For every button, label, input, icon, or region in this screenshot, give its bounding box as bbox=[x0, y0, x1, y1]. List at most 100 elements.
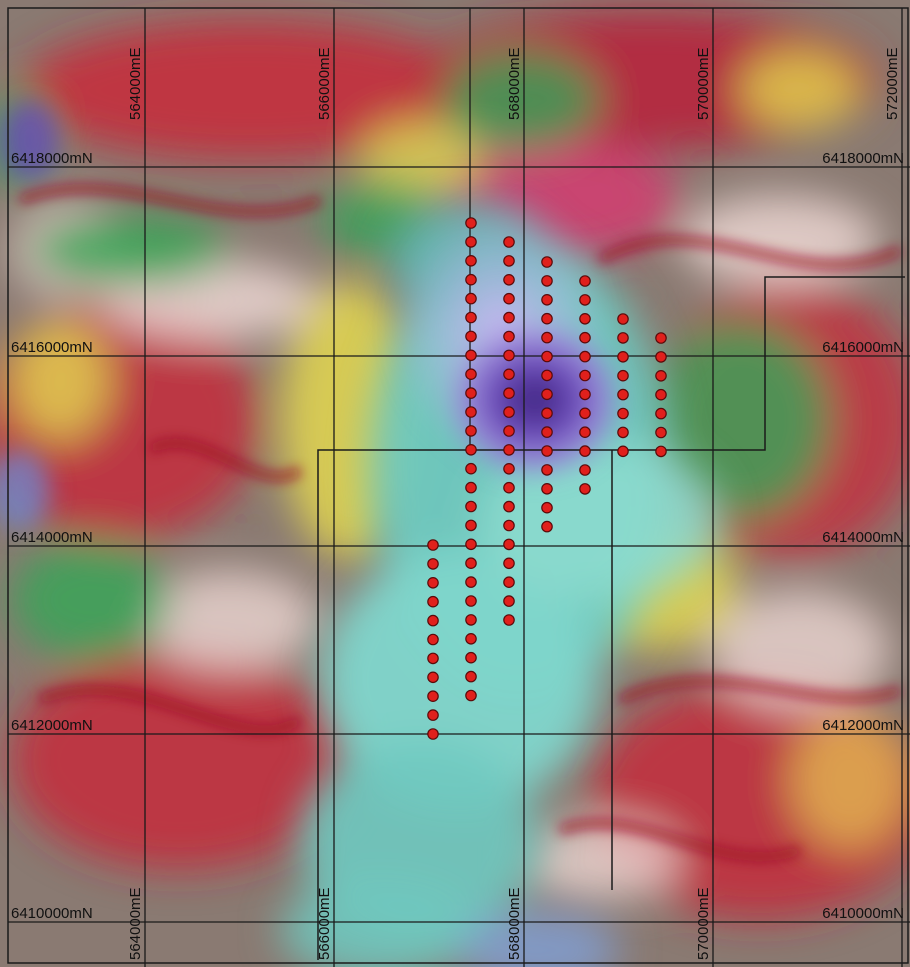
sample-point-icon bbox=[655, 445, 667, 458]
northing-label-right: 6410000mN bbox=[822, 905, 904, 922]
sample-point-icon bbox=[579, 350, 591, 363]
sample-point-icon bbox=[427, 690, 439, 702]
easting-label-top: 566000mE bbox=[316, 47, 333, 120]
sample-point-icon bbox=[465, 689, 477, 702]
northing-label-right: 6414000mN bbox=[822, 529, 904, 546]
northing-label-left: 6418000mN bbox=[11, 150, 93, 167]
easting-label-top: 568000mE bbox=[506, 47, 523, 120]
sample-point-icon bbox=[427, 539, 439, 551]
sample-point-icon bbox=[617, 426, 629, 439]
tenement-boundary bbox=[317, 276, 905, 960]
sample-point-icon bbox=[465, 236, 477, 248]
map-frame bbox=[7, 7, 909, 964]
sample-point-icon bbox=[503, 538, 515, 551]
sample-point-icon bbox=[503, 576, 515, 588]
easting-label-top: 564000mE bbox=[127, 47, 144, 120]
easting-labels-bottom: 564000mE 566000mE 568000mE 570000mE bbox=[127, 887, 712, 960]
sample-point-icon bbox=[465, 311, 477, 324]
sample-point-icon bbox=[579, 331, 591, 344]
sample-point-icon bbox=[427, 709, 439, 721]
sample-point-icon bbox=[655, 388, 667, 401]
sample-point-icon bbox=[465, 387, 477, 399]
sample-point-icon bbox=[427, 595, 439, 608]
sample-point-icon bbox=[465, 425, 477, 437]
sample-point-icon bbox=[427, 614, 439, 627]
easting-label-top: 570000mE bbox=[695, 47, 712, 120]
sample-point-icon bbox=[465, 368, 477, 380]
northing-label-right: 6418000mN bbox=[822, 150, 904, 167]
sample-point-icon bbox=[465, 443, 477, 456]
easting-label-bottom: 568000mE bbox=[506, 887, 523, 960]
sample-point-icon bbox=[617, 332, 629, 344]
sample-point-icon bbox=[617, 313, 629, 325]
sample-point-icon bbox=[503, 557, 515, 570]
sample-point-icon bbox=[503, 500, 515, 513]
easting-label-bottom: 566000mE bbox=[316, 887, 333, 960]
sample-point-icon bbox=[465, 292, 477, 305]
sample-point-icon bbox=[541, 520, 553, 533]
sample-point-icon bbox=[465, 481, 477, 494]
sample-point-icon bbox=[541, 331, 553, 344]
sample-point-icon bbox=[503, 311, 515, 324]
northing-label-right: 6416000mN bbox=[822, 339, 904, 356]
sample-point-icon bbox=[541, 501, 553, 514]
sample-point-icon bbox=[427, 671, 439, 684]
sample-point-icon bbox=[465, 538, 477, 551]
northing-label-left: 6412000mN bbox=[11, 717, 93, 734]
sample-point-icon bbox=[465, 217, 477, 229]
sample-point-icon bbox=[579, 294, 591, 306]
sample-point-icon bbox=[541, 388, 553, 401]
sample-point-icon bbox=[427, 633, 439, 646]
sample-point-icon bbox=[541, 426, 553, 438]
sample-point-icon bbox=[541, 350, 553, 363]
easting-labels-top: 564000mE 566000mE 568000mE 570000mE 5720… bbox=[127, 47, 901, 120]
sample-point-icon bbox=[541, 445, 553, 457]
sample-point-icon bbox=[541, 256, 553, 268]
sample-point-icon bbox=[465, 595, 477, 607]
sample-point-icon bbox=[579, 407, 591, 420]
sample-point-icon bbox=[503, 444, 515, 456]
northing-label-left: 6410000mN bbox=[11, 905, 93, 922]
easting-label-bottom: 564000mE bbox=[127, 887, 144, 960]
sample-point-icon bbox=[465, 273, 477, 286]
sample-point-icon bbox=[541, 312, 553, 325]
sample-point-icon bbox=[503, 595, 515, 607]
northing-labels-left: 6418000mN 6416000mN 6414000mN 6412000mN … bbox=[11, 150, 93, 922]
sample-point-icon bbox=[503, 273, 515, 286]
sample-point-icon bbox=[579, 445, 591, 457]
sample-point-icon bbox=[503, 368, 515, 381]
sample-point-icon bbox=[465, 614, 477, 626]
sample-points bbox=[427, 217, 667, 740]
sample-point-icon bbox=[655, 332, 667, 344]
sample-point-icon bbox=[541, 464, 553, 476]
sample-point-icon bbox=[503, 614, 515, 626]
sample-point-icon bbox=[579, 426, 591, 438]
sample-point-icon bbox=[465, 557, 477, 569]
coordinate-grid bbox=[8, 8, 910, 967]
sample-point-icon bbox=[655, 369, 667, 382]
northing-labels-right: 6418000mN 6416000mN 6414000mN 6412000mN … bbox=[822, 150, 904, 922]
sample-point-icon bbox=[503, 425, 515, 437]
sample-point-icon bbox=[579, 275, 591, 287]
sample-point-icon bbox=[503, 255, 515, 267]
sample-point-icon bbox=[579, 464, 591, 476]
northing-label-left: 6416000mN bbox=[11, 339, 93, 356]
sample-point-icon bbox=[465, 500, 477, 513]
sample-point-icon bbox=[579, 312, 591, 325]
sample-point-icon bbox=[617, 445, 629, 458]
sample-point-icon bbox=[503, 236, 515, 248]
sample-point-icon bbox=[465, 651, 477, 664]
sample-point-icon bbox=[465, 519, 477, 532]
sample-point-icon bbox=[503, 349, 515, 362]
sample-point-icon bbox=[617, 407, 629, 420]
sample-point-icon bbox=[655, 426, 667, 439]
sample-point-icon bbox=[465, 349, 477, 362]
sample-point-icon bbox=[541, 293, 553, 306]
sample-point-icon bbox=[503, 462, 515, 475]
sample-point-icon bbox=[541, 275, 553, 287]
sample-point-icon bbox=[579, 388, 591, 401]
sample-point-icon bbox=[541, 369, 553, 382]
sample-point-icon bbox=[503, 519, 515, 532]
northing-label-left: 6414000mN bbox=[11, 529, 93, 546]
